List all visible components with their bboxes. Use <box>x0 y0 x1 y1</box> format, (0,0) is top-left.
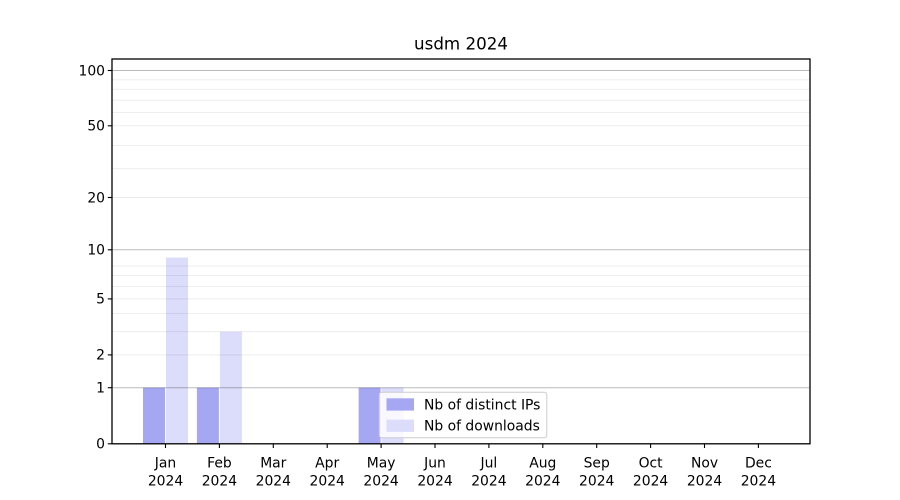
y-axis-tick-label: 2 <box>96 348 105 364</box>
x-axis-tick-label-year: 2024 <box>148 474 184 490</box>
x-axis-tick-label-month: Feb <box>207 456 232 472</box>
x-axis-tick-label-month: Jul <box>480 456 498 472</box>
x-axis-tick-label-year: 2024 <box>310 474 346 490</box>
x-axis-tick-label-year: 2024 <box>417 474 453 490</box>
y-axis-tick-label: 50 <box>87 119 105 135</box>
bars-layer <box>143 257 404 444</box>
x-axis-tick-label-month: May <box>367 456 396 472</box>
bar-distinct-ips <box>358 387 381 444</box>
legend-label-distinct-ips: Nb of distinct IPs <box>424 397 540 413</box>
tick-labels-layer: 0 1 2 5 10 20 50 100 Jan 2024 Feb 2024 Mar 2024 Apr 202… <box>78 63 776 489</box>
y-axis-tick-label: 10 <box>87 243 105 259</box>
x-axis-tick-label-year: 2024 <box>202 474 238 490</box>
axes-layer <box>107 58 811 448</box>
x-axis-tick-label-month: Nov <box>691 456 718 472</box>
x-axis-tick-label-month: Sep <box>584 456 610 472</box>
legend-box <box>378 391 548 439</box>
x-axis-tick-label-year: 2024 <box>741 474 777 490</box>
y-axis-tick-label: 1 <box>96 381 105 397</box>
x-axis-tick-label-year: 2024 <box>525 474 561 490</box>
legend-swatch-downloads <box>386 419 414 432</box>
x-axis-tick-label-month: Mar <box>260 456 286 472</box>
x-axis-tick-label-month: Jun <box>423 456 446 472</box>
x-axis-tick-label-month: Apr <box>315 456 339 472</box>
chart-title: usdm 2024 <box>414 34 508 54</box>
x-axis-tick-label-year: 2024 <box>633 474 669 490</box>
bar-downloads <box>219 331 242 444</box>
y-axis-tick-label: 20 <box>87 190 105 206</box>
x-axis-tick-label-month: Jan <box>154 456 176 472</box>
y-axis-tick-label: 0 <box>96 437 105 453</box>
x-axis-tick-label-year: 2024 <box>579 474 615 490</box>
y-axis-tick-label: 5 <box>96 292 105 308</box>
x-axis-tick-label-month: Dec <box>745 456 772 472</box>
x-axis-tick-label-year: 2024 <box>256 474 292 490</box>
x-axis-tick-label-year: 2024 <box>471 474 507 490</box>
x-axis-tick-label-year: 2024 <box>363 474 399 490</box>
legend: Nb of distinct IPs Nb of downloads <box>378 391 548 439</box>
bar-distinct-ips <box>143 387 165 444</box>
legend-label-downloads: Nb of downloads <box>424 419 540 435</box>
gridlines-layer <box>112 70 810 389</box>
x-axis-tick-label-month: Oct <box>639 456 664 472</box>
x-axis-tick-label-month: Aug <box>529 456 556 472</box>
bar-distinct-ips <box>196 387 219 444</box>
plot-border <box>111 58 811 445</box>
x-axis-tick-label-year: 2024 <box>687 474 723 490</box>
bar-downloads <box>166 257 188 444</box>
y-axis-tick-label: 100 <box>78 63 105 79</box>
legend-swatch-distinct-ips <box>386 398 414 411</box>
